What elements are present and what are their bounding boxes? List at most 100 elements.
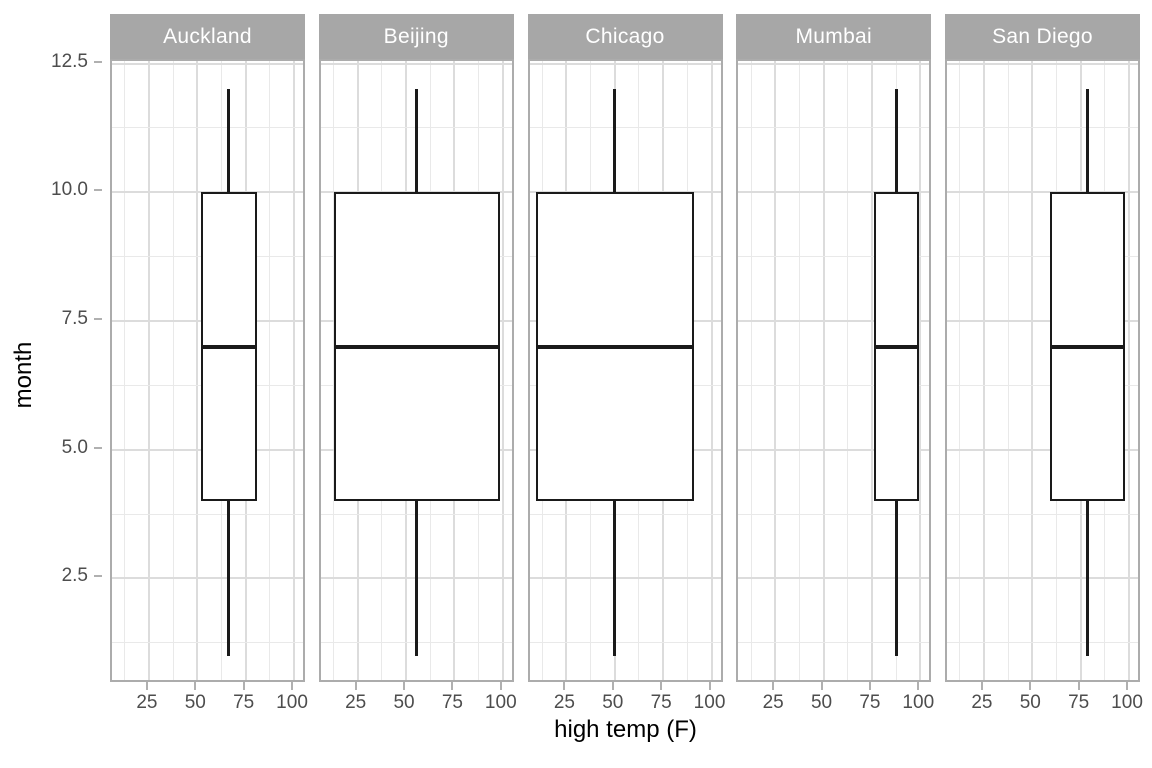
gridline-y-major [738,191,930,194]
boxplot-median [200,344,257,350]
gridline-y-major [320,62,512,65]
facet-panel-mumbai [736,59,932,682]
gridline-y-minor [738,513,930,515]
y-tick-label: 12.5 [51,50,88,72]
gridline-y-minor [947,127,1138,129]
gridline-x-minor [847,61,849,680]
gridline-x-minor [798,61,800,680]
x-tick-label: 25 [553,692,576,713]
gridline-y-minor [947,642,1138,644]
facet-panel-beijing [318,59,514,682]
y-tick-mark [94,318,102,320]
facet-strip-chicago: Chicago [527,14,723,59]
gridline-y-major [947,448,1138,451]
gridline-y-major [529,62,721,65]
x-tick-label: 50 [1019,692,1041,713]
gridline-y-major [947,191,1138,194]
gridline-y-minor [738,127,930,129]
x-tick-mark [403,682,406,690]
gridline-y-minor [112,127,303,129]
facet-strip-mumbai: Mumbai [736,14,932,59]
x-tick-label: 50 [184,692,206,713]
gridline-x-major [774,61,777,680]
x-tick-mark [917,682,920,690]
gridline-y-minor [529,127,721,129]
gridline-y-minor [738,384,930,386]
x-tick-label: 100 [276,692,308,713]
gridline-y-major [738,448,930,451]
x-tick-label: 50 [393,692,415,713]
gridline-x-major [870,61,873,680]
x-tick-mark [1077,682,1080,690]
gridline-y-major [529,577,721,580]
gridline-y-minor [112,642,303,644]
x-tick-mark [708,682,711,690]
gridline-y-minor [529,513,721,515]
x-tick-mark [611,682,614,690]
gridline-x-major [501,61,504,680]
y-tick-label: 7.5 [61,308,88,329]
gridline-y-major [947,577,1138,580]
x-tick-label: 100 [484,692,517,713]
gridline-y-minor [738,256,930,258]
x-tick-mark [499,682,502,690]
gridline-x-major [1128,61,1131,680]
gridline-x-major [1031,61,1034,680]
gridline-y-major [947,320,1138,322]
facet-panel-san-diego [945,59,1140,682]
gridline-y-major [738,577,930,580]
facet-strip-auckland: Auckland [110,14,305,59]
y-tick-mark [94,189,102,192]
gridline-y-minor [529,642,721,644]
x-tick-label: 75 [650,692,672,713]
x-tick-mark [772,682,775,690]
x-tick-label: 25 [136,692,158,713]
x-tick-label: 100 [693,692,726,713]
x-tick-label: 25 [762,692,784,713]
x-tick-label: 25 [345,692,367,713]
gridline-y-major [112,577,303,580]
x-tick-label: 75 [1068,692,1090,713]
gridline-y-major [738,62,930,65]
x-tick-mark [354,682,357,690]
x-tick-label: 75 [441,692,463,713]
x-tick-mark [194,682,197,690]
x-tick-mark [820,682,823,690]
y-tick-mark [94,575,102,578]
x-tick-label: 100 [902,692,935,713]
gridline-x-minor [172,61,174,680]
boxplot-median [333,344,500,350]
facet-label: Chicago [585,24,665,48]
gridline-y-major [738,320,930,322]
y-tick-label: 10.0 [51,179,88,201]
gridline-x-major [982,61,985,680]
gridline-x-major [196,61,199,680]
facet-strip-beijing: Beijing [318,14,514,59]
facet-panel-auckland [110,59,305,682]
facet-panel-chicago [527,59,723,682]
gridline-x-major [710,61,713,680]
gridline-y-major [112,62,303,65]
x-tick-label: 100 [1111,692,1143,713]
y-tick-label: 2.5 [61,565,88,587]
gridline-y-minor [738,642,930,644]
gridline-x-minor [959,61,961,680]
x-tick-mark [660,682,663,690]
gridline-y-major [947,62,1138,65]
x-tick-label: 50 [602,692,624,713]
gridline-x-minor [124,61,126,680]
y-tick-mark [94,446,102,449]
facet-label: Beijing [383,24,449,48]
gridline-y-minor [112,513,303,515]
gridline-y-minor [947,256,1138,258]
x-tick-label: 75 [859,692,881,713]
boxplot-median [535,344,694,350]
boxplot-median [1049,344,1125,350]
x-tick-mark [1029,682,1032,690]
facet-label: San Diego [992,24,1093,48]
facet-label: Mumbai [795,24,872,48]
x-tick-mark [145,682,148,690]
boxplot-median [873,344,920,350]
y-tick-label: 5.0 [61,436,88,458]
x-tick-mark [291,682,294,690]
